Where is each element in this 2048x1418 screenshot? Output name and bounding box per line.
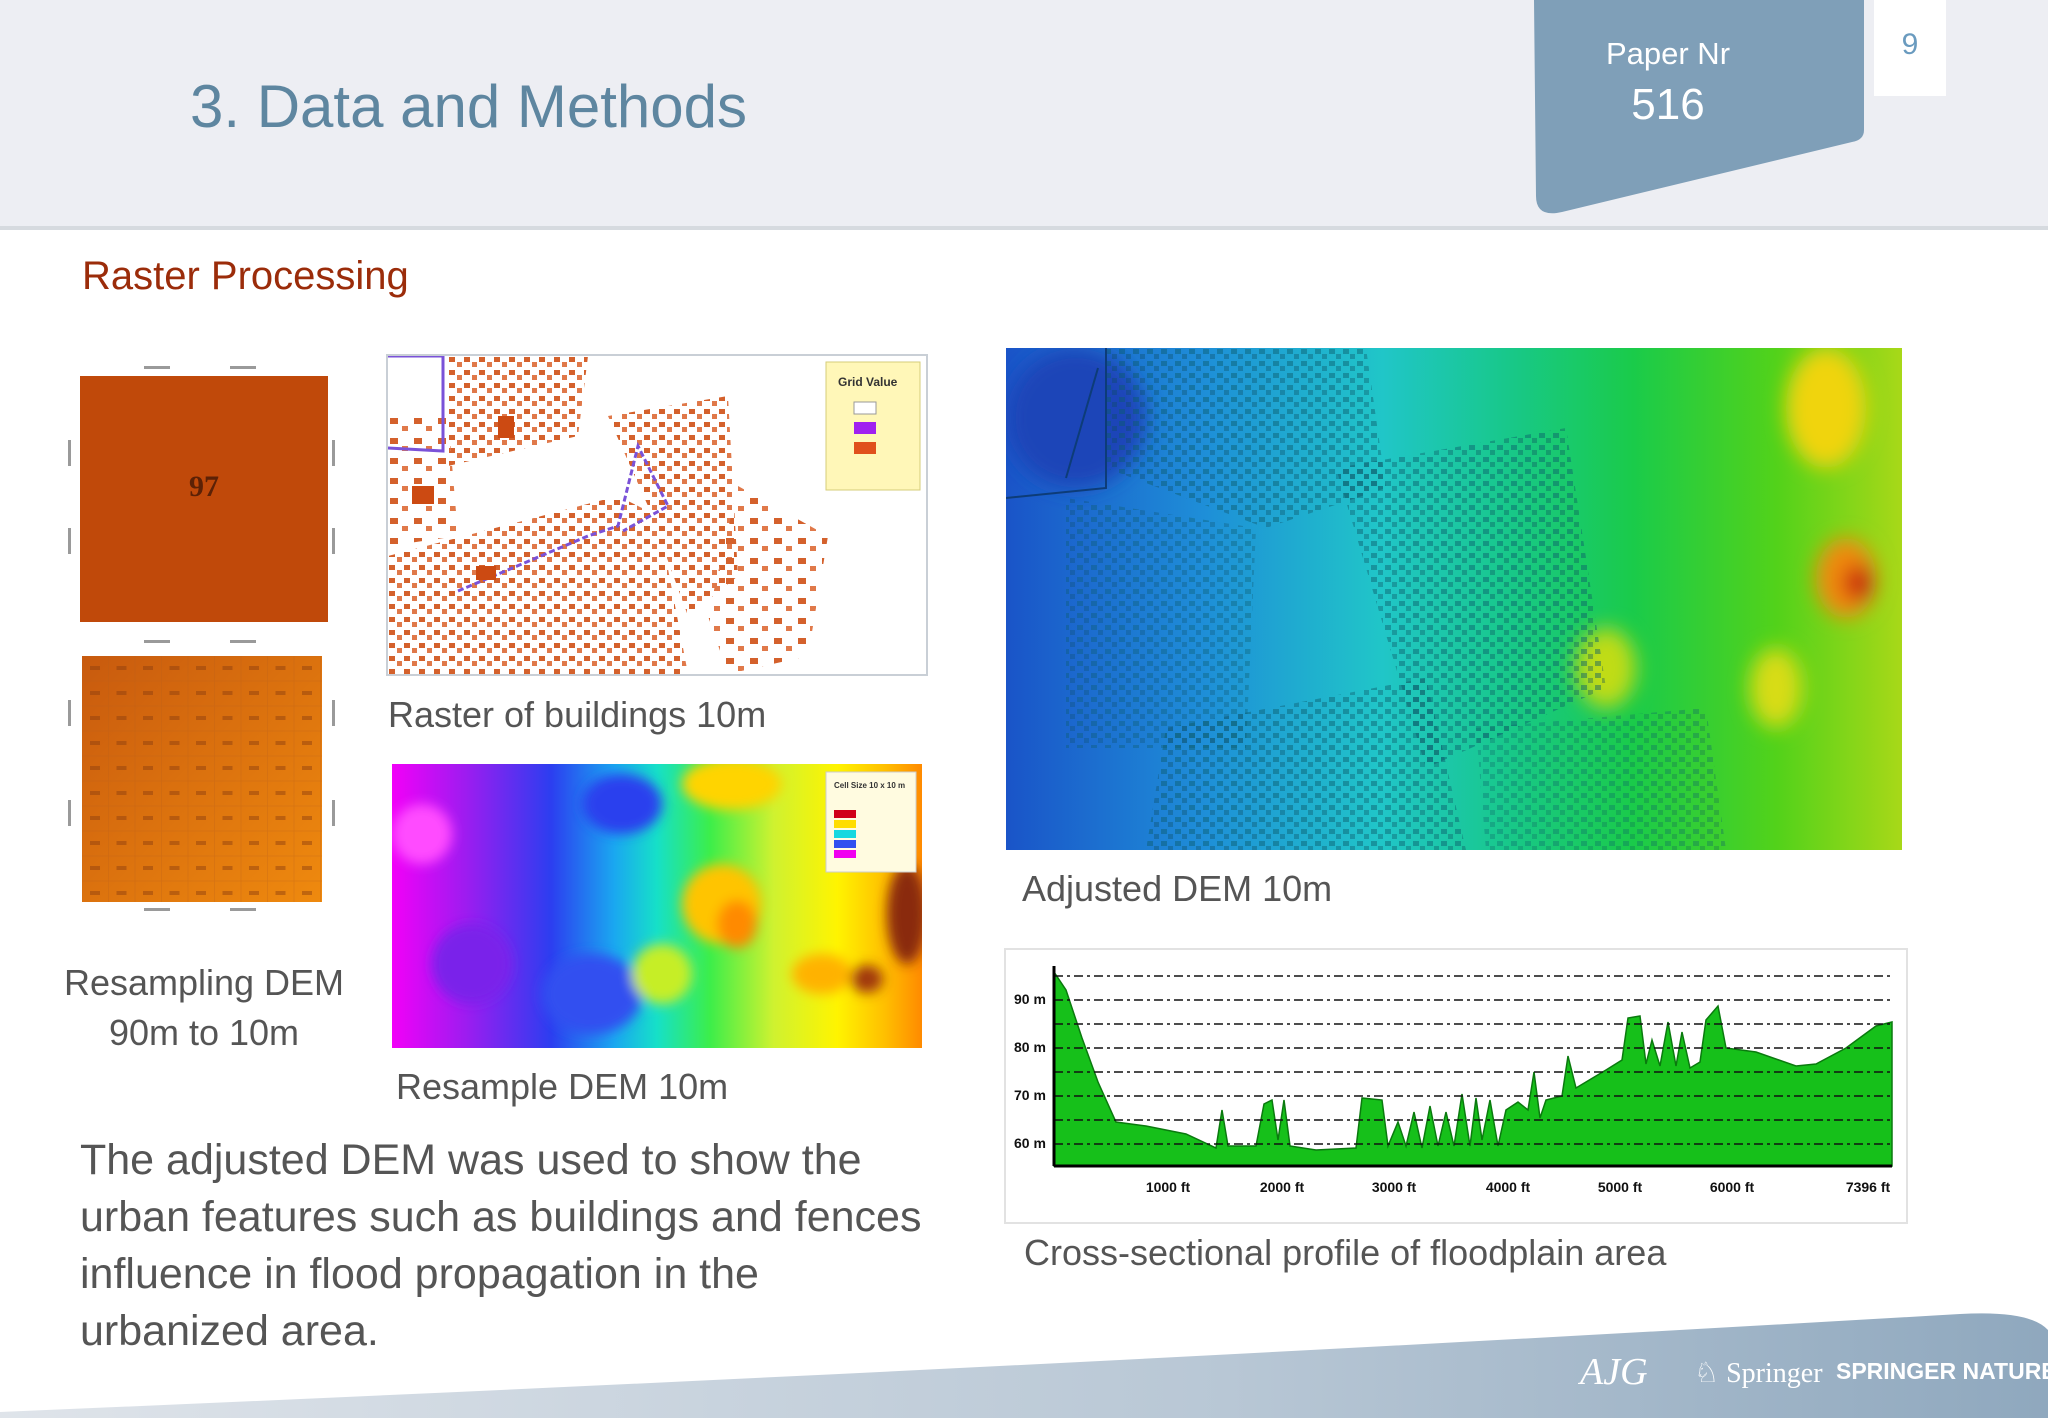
springer-logo: ♘ Springer [1694, 1356, 1823, 1390]
profile-x-label-7396: 7396 ft [1846, 1179, 1891, 1195]
profile-x-label-4000: 4000 ft [1486, 1179, 1531, 1195]
paper-number: 516 [1631, 80, 1705, 129]
resample-caption: Resample DEM 10m [396, 1066, 729, 1107]
section-title: Raster Processing [82, 254, 409, 298]
profile-x-label-6000: 6000 ft [1710, 1179, 1755, 1195]
springer-nature-logo: SPRINGER NATURE [1836, 1358, 2048, 1384]
buildings-raster-image: Grid Value [386, 354, 928, 676]
profile-x-label-5000: 5000 ft [1598, 1179, 1643, 1195]
profile-y-label-90: 90 m [1014, 991, 1046, 1007]
slide-title: 3. Data and Methods [190, 73, 748, 140]
resampling-caption: Resampling DEM 90m to 10m [44, 958, 364, 1058]
resampling-top-value: 97 [189, 470, 219, 503]
buildings-caption: Raster of buildings 10m [388, 694, 767, 735]
profile-y-label-70: 70 m [1014, 1087, 1046, 1103]
springer-logo-text: Springer [1726, 1358, 1823, 1389]
body-paragraph: The adjusted DEM was used to show the ur… [80, 1136, 922, 1355]
page-number: 9 [1901, 28, 1919, 61]
profile-x-label-3000: 3000 ft [1372, 1179, 1417, 1195]
resampling-caption-line1: Resampling DEM [63, 962, 345, 1003]
resampling-dem-image: 97 [64, 360, 344, 920]
profile-caption: Cross-sectional profile of floodplain ar… [1024, 1232, 1667, 1273]
page-number-box [1874, 0, 1946, 96]
springer-horse-icon: ♘ [1694, 1358, 1720, 1389]
profile-x-label-1000: 1000 ft [1146, 1179, 1191, 1195]
profile-x-label-2000: 2000 ft [1260, 1179, 1305, 1195]
profile-y-label-60: 60 m [1014, 1135, 1046, 1151]
resample-legend-title: Cell Size 10 x 10 m [834, 781, 905, 790]
resample-dem-image: Cell Size 10 x 10 m [392, 764, 922, 1048]
header-divider [0, 226, 2048, 230]
footer-band [0, 1313, 2048, 1418]
profile-y-label-80: 80 m [1014, 1039, 1046, 1055]
adjusted-dem-image [1006, 348, 1902, 850]
adjusted-caption: Adjusted DEM 10m [1022, 868, 1333, 909]
ajg-logo: AJG [1580, 1351, 1648, 1393]
paper-badge [1534, 0, 1864, 214]
profile-image: 90 m 80 m 70 m 60 m 1000 ft 2000 ft 3000… [1004, 948, 1908, 1224]
resampling-caption-line2: 90m to 10m [108, 1012, 300, 1053]
buildings-legend-title: Grid Value [838, 375, 898, 389]
paper-label: Paper Nr [1605, 36, 1731, 71]
